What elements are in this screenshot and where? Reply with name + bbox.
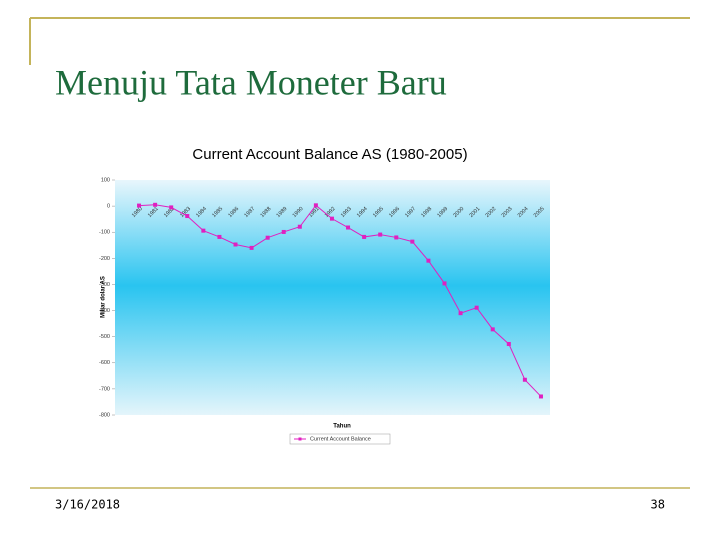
y-axis-label: Miliar dolar AS xyxy=(101,276,107,318)
y-tick-label: -400 xyxy=(99,308,110,314)
data-point xyxy=(426,258,431,263)
data-point xyxy=(362,234,367,239)
legend-marker xyxy=(298,437,302,441)
data-point xyxy=(137,203,142,208)
data-point xyxy=(249,245,254,250)
y-tick-label: -600 xyxy=(99,360,110,366)
legend-label: Current Account Balance xyxy=(310,436,371,442)
data-point xyxy=(297,224,302,229)
y-tick-label: -700 xyxy=(99,386,110,392)
data-point xyxy=(442,281,447,286)
page-number: 38 xyxy=(651,498,665,512)
y-tick-label: -200 xyxy=(99,256,110,262)
data-point xyxy=(506,341,511,346)
data-point xyxy=(410,239,415,244)
data-point xyxy=(185,214,190,219)
slide-title: Menuju Tata Moneter Baru xyxy=(55,62,447,102)
chart-title: Current Account Balance AS (1980-2005) xyxy=(192,146,467,163)
y-tick-label: -800 xyxy=(99,412,110,418)
data-line xyxy=(139,204,542,397)
data-point xyxy=(201,228,206,233)
data-point xyxy=(378,232,383,237)
data-point xyxy=(490,327,495,332)
data-point xyxy=(169,205,174,210)
y-tick-label: -300 xyxy=(99,282,110,288)
data-point xyxy=(522,377,527,382)
data-point xyxy=(458,311,463,316)
data-point xyxy=(394,235,399,240)
y-tick-label: 0 xyxy=(107,204,110,210)
data-point xyxy=(474,305,479,310)
slide-date: 3/16/2018 xyxy=(55,498,120,512)
data-point xyxy=(313,203,318,208)
data-point xyxy=(329,216,334,221)
y-tick-label: -500 xyxy=(99,334,110,340)
data-point xyxy=(153,202,158,207)
legend-box xyxy=(289,433,391,445)
y-tick-label: 100 xyxy=(101,177,110,183)
y-tick-label: -100 xyxy=(99,230,110,236)
data-point xyxy=(346,225,351,230)
x-axis-label: Tahun xyxy=(333,424,351,430)
data-point xyxy=(265,235,270,240)
data-point xyxy=(217,234,222,239)
data-point xyxy=(538,394,543,399)
data-point xyxy=(233,242,238,247)
data-point xyxy=(281,229,286,234)
